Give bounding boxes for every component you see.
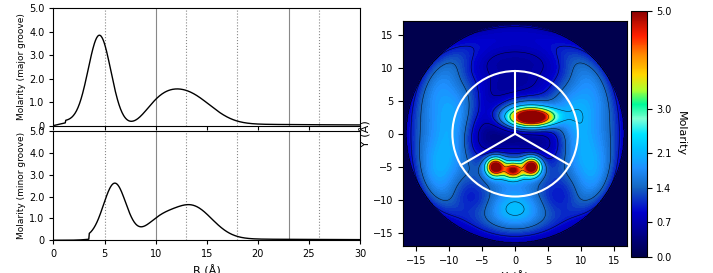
Y-axis label: Molarity: Molarity bbox=[676, 111, 686, 156]
Y-axis label: Molarity (minor groove): Molarity (minor groove) bbox=[17, 132, 26, 239]
X-axis label: R (Å): R (Å) bbox=[193, 265, 220, 273]
Y-axis label: Y (Å): Y (Å) bbox=[360, 120, 371, 147]
X-axis label: X (Å): X (Å) bbox=[501, 271, 529, 273]
Y-axis label: Molarity (major groove): Molarity (major groove) bbox=[17, 13, 26, 120]
